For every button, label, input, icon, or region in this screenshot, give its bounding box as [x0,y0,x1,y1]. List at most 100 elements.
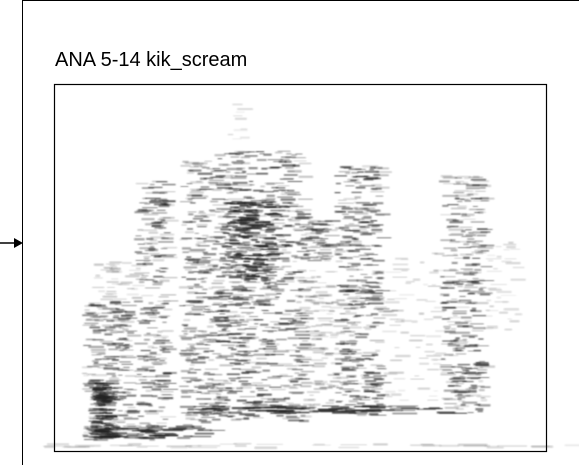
streak [107,344,117,346]
streak [371,388,383,389]
streak [159,360,165,362]
streak [480,293,490,295]
streak [268,331,274,333]
streak [193,306,208,307]
streak [160,416,176,417]
streak [203,297,219,298]
streak [201,417,215,418]
streak [267,195,275,197]
streak [137,374,142,375]
streak [278,329,288,331]
streak [233,338,243,340]
streak [377,368,386,370]
streak [235,264,248,266]
streak [296,356,305,358]
streak [203,271,209,273]
streak [104,383,120,384]
streak [356,363,362,364]
streak [84,375,90,376]
streak [384,394,389,395]
streak [385,301,400,304]
streak [426,344,433,346]
streak [278,151,291,152]
streak [153,259,164,261]
streak [336,253,343,255]
streak [388,290,396,291]
streak [162,338,166,339]
streak [362,233,375,235]
streak [355,169,366,170]
streak [332,301,339,303]
streak [232,282,240,284]
streak [252,382,262,384]
streak [293,344,297,346]
streak [104,388,118,389]
streak [136,183,149,184]
streak [222,261,235,262]
streak [135,383,141,384]
streak [275,218,279,220]
streak [346,310,351,312]
streak [250,184,255,185]
streak [428,286,441,287]
streak [47,443,69,445]
streak [455,177,462,178]
streak [196,343,204,345]
streak [300,373,308,375]
streak [106,358,115,360]
streak [104,425,115,426]
streak [142,207,158,209]
streak [190,346,195,348]
streak [329,408,347,410]
streak [360,247,365,249]
streak [395,347,400,348]
streak [227,326,241,327]
streak [329,399,334,401]
streak [465,229,472,230]
streak [335,392,341,393]
streak [260,230,275,231]
streak [103,296,117,298]
streak [307,287,313,289]
streak [162,398,169,400]
streak [205,383,213,385]
streak [152,395,157,397]
streak [197,391,202,393]
streak [218,158,223,159]
streak [469,344,477,345]
streak [183,305,194,306]
streak [242,372,250,374]
streak [352,410,375,412]
streak [98,329,113,330]
streak [221,345,235,346]
streak [122,262,132,264]
streak [296,301,301,303]
streak [305,311,319,312]
streak [285,192,300,194]
streak [343,390,359,391]
streak [338,290,351,292]
streak [94,277,103,279]
streak [473,176,479,178]
streak [144,242,158,244]
streak [213,384,225,386]
streak [201,332,206,333]
streak [349,334,354,336]
streak [161,342,172,343]
streak [190,419,201,420]
streak [188,372,197,374]
streak [224,199,229,200]
streak [243,384,247,386]
streak [427,369,439,370]
streak [181,354,192,356]
streak [191,264,205,266]
streak [233,183,238,185]
streak [181,238,192,240]
streak [217,341,229,343]
streak [312,382,321,384]
streak [461,316,472,318]
streak [243,302,249,304]
streak [439,413,467,415]
streak [94,439,109,441]
streak [152,212,167,214]
